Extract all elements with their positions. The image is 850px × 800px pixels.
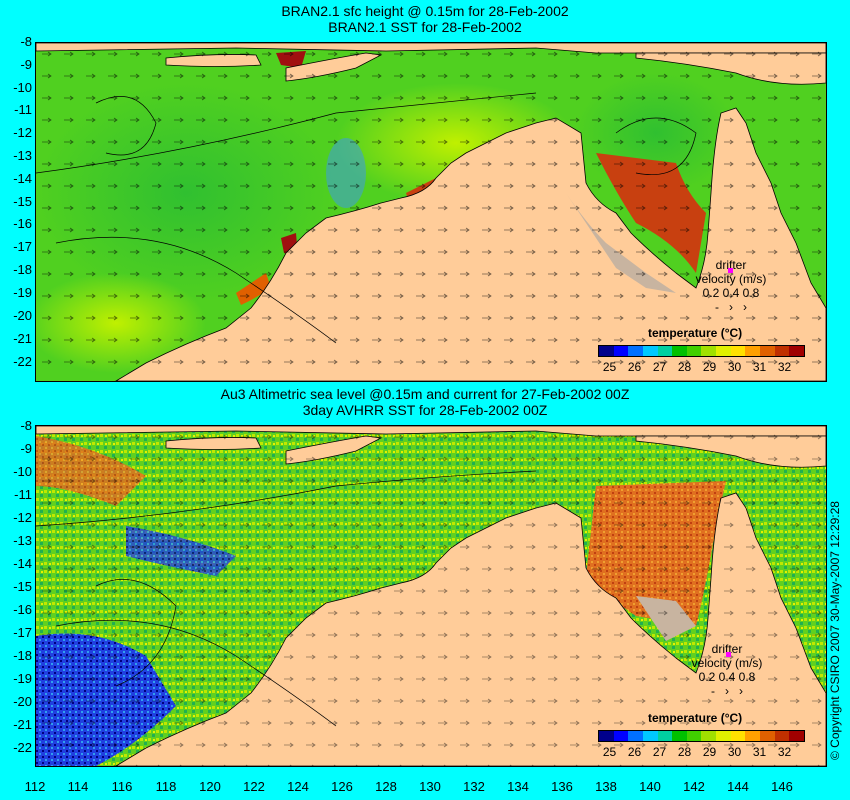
- bottom-lat-tick: -11: [14, 487, 32, 502]
- top-lat-tick: -13: [13, 148, 32, 163]
- bottom-legend-colorbar: [598, 730, 805, 742]
- top-lat-tick: -10: [13, 80, 32, 95]
- top-drifter-legend: drifter velocity (m/s) 0.2 0.4 0.8 ‑ › ›: [695, 258, 767, 314]
- lon-tick: 128: [375, 779, 397, 794]
- bottom-lat-tick: -12: [13, 510, 32, 525]
- bottom-lat-tick: -14: [13, 556, 32, 571]
- top-lat-tick: -22: [13, 354, 32, 369]
- bottom-lat-tick: -13: [13, 533, 32, 548]
- top-drifter-marker: [728, 268, 733, 273]
- lon-tick: 112: [24, 779, 46, 794]
- top-lat-tick: -11: [14, 102, 32, 117]
- top-legend-title: temperature (°C): [648, 326, 743, 340]
- bottom-map-panel: [35, 425, 827, 767]
- lon-tick: 132: [463, 779, 485, 794]
- lon-tick: 116: [111, 779, 133, 794]
- top-lat-tick: -19: [13, 285, 32, 300]
- lon-tick: 118: [155, 779, 177, 794]
- lon-tick: 126: [331, 779, 353, 794]
- bottom-lat-tick: -20: [13, 694, 32, 709]
- top-lat-tick: -18: [13, 262, 32, 277]
- bottom-lat-tick: -18: [13, 648, 32, 663]
- top-title-line1: BRAN2.1 sfc height @ 0.15m for 28-Feb-20…: [281, 3, 569, 19]
- top-lat-tick: -15: [13, 194, 32, 209]
- top-legend-labels: 25 26 27 28 29 30 31 32: [602, 360, 792, 374]
- lon-tick: 138: [595, 779, 617, 794]
- top-lat-tick: -14: [13, 171, 32, 186]
- copyright-notice: © Copyright CSIRO 2007 30-May-2007 12:29…: [828, 501, 842, 760]
- lon-tick: 120: [199, 779, 221, 794]
- bottom-lat-tick: -21: [13, 717, 32, 732]
- top-lat-tick: -8: [20, 34, 32, 49]
- top-title-line2: BRAN2.1 SST for 28-Feb-2002: [328, 19, 522, 35]
- lon-tick: 144: [727, 779, 749, 794]
- top-lat-tick: -20: [13, 308, 32, 323]
- bottom-lat-tick: -10: [13, 464, 32, 479]
- bottom-lat-tick: -19: [13, 671, 32, 686]
- bottom-legend-title: temperature (°C): [648, 711, 743, 725]
- bottom-lat-tick: -15: [13, 579, 32, 594]
- top-lat-tick: -12: [13, 125, 32, 140]
- top-map-svg: [36, 43, 826, 381]
- bottom-drifter-marker: [726, 652, 731, 657]
- lon-tick: 146: [771, 779, 793, 794]
- bottom-lat-tick: -22: [13, 740, 32, 755]
- top-lat-tick: -17: [13, 239, 32, 254]
- bottom-lat-tick: -17: [13, 625, 32, 640]
- lon-tick: 140: [639, 779, 661, 794]
- bottom-map-svg: [36, 426, 826, 766]
- lon-tick: 130: [419, 779, 441, 794]
- top-lat-tick: -21: [13, 331, 32, 346]
- top-map-panel: [35, 42, 827, 382]
- bottom-drifter-legend: drifter velocity (m/s) 0.2 0.4 0.8 ‑ › ›: [691, 642, 763, 698]
- top-lat-tick: -16: [13, 216, 32, 231]
- bottom-title-line2: 3day AVHRR SST for 28-Feb-2002 00Z: [302, 402, 548, 418]
- bottom-lat-tick: -9: [20, 441, 32, 456]
- bottom-title-line1: Au3 Altimetric sea level @0.15m and curr…: [220, 386, 630, 402]
- top-legend-colorbar: [598, 345, 805, 357]
- bottom-legend-labels: 25 26 27 28 29 30 31 32: [602, 745, 792, 759]
- lon-tick: 134: [507, 779, 529, 794]
- lon-tick: 122: [243, 779, 265, 794]
- bottom-lat-tick: -16: [13, 602, 32, 617]
- lon-tick: 142: [683, 779, 705, 794]
- bottom-lat-tick: -8: [20, 418, 32, 433]
- lon-tick: 114: [67, 779, 89, 794]
- lon-tick: 124: [287, 779, 309, 794]
- top-lat-tick: -9: [20, 57, 32, 72]
- lon-tick: 136: [551, 779, 573, 794]
